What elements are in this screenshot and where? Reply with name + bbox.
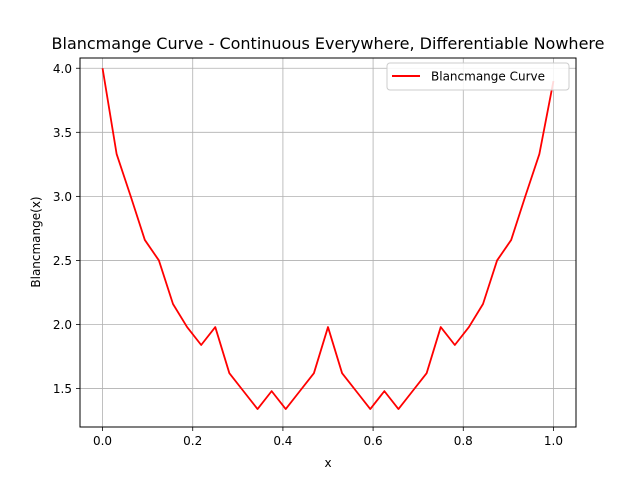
x-tick-label: 0.6: [364, 434, 383, 448]
chart-title: Blancmange Curve - Continuous Everywhere…: [52, 34, 605, 53]
x-tick-label: 0.4: [273, 434, 292, 448]
y-tick-label: 2.0: [53, 318, 72, 332]
y-tick-label: 4.0: [53, 62, 72, 76]
x-axis: 0.0 0.2 0.4 0.6 0.8 1.0: [93, 427, 563, 448]
y-tick-label: 3.0: [53, 190, 72, 204]
x-tick-label: 1.0: [544, 434, 563, 448]
y-tick-label: 2.5: [53, 254, 72, 268]
y-tick-label: 3.5: [53, 126, 72, 140]
y-axis-label: Blancmange(x): [29, 196, 43, 287]
y-tick-label: 1.5: [53, 382, 72, 396]
legend: Blancmange Curve: [386, 62, 570, 91]
y-axis: 1.5 2.0 2.5 3.0 3.5 4.0: [53, 62, 80, 396]
grid: [80, 58, 576, 427]
legend-label: Blancmange Curve: [431, 70, 545, 84]
plot-area-frame: [79, 57, 577, 428]
series-line-blancmange-curve: [101, 68, 555, 410]
x-tick-label: 0.2: [183, 434, 202, 448]
x-tick-label: 0.8: [454, 434, 473, 448]
x-tick-label: 0.0: [93, 434, 112, 448]
legend-box: [386, 62, 570, 91]
x-axis-label: x: [324, 456, 331, 470]
